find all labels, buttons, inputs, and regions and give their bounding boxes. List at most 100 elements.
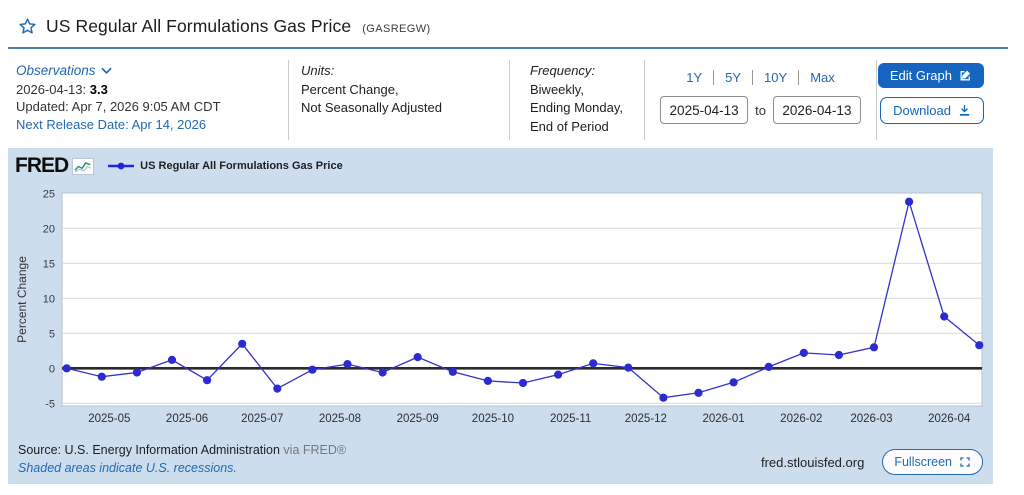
- y-axis-title: Percent Change: [15, 256, 29, 343]
- footer-right: fred.stlouisfed.org Fullscreen: [761, 449, 983, 477]
- title-row: US Regular All Formulations Gas Price (G…: [18, 16, 431, 37]
- frequency-line: Ending Monday,: [530, 100, 623, 115]
- x-tick-label: 2025-12: [625, 413, 667, 425]
- x-tick-label: 2025-06: [166, 413, 208, 425]
- data-point: [869, 343, 879, 352]
- data-point: [589, 359, 598, 368]
- observations-column: Observations 2026-04-13: 3.3 Updated: Ap…: [16, 60, 288, 140]
- source-text: Source: U.S. Energy Information Administ…: [18, 443, 280, 457]
- data-point: [940, 312, 949, 321]
- favorite-star-icon[interactable]: [18, 17, 37, 36]
- chart-header: FRED US Regular All Formulations Gas Pri…: [15, 153, 343, 179]
- start-date-input[interactable]: [660, 96, 749, 124]
- latest-observation-date: 2026-04-13:: [16, 81, 87, 97]
- range-button-max[interactable]: Max: [798, 70, 846, 85]
- end-date-input[interactable]: [772, 96, 861, 124]
- download-button[interactable]: Download: [880, 97, 984, 124]
- data-point: [308, 365, 317, 374]
- y-tick-label: 10: [43, 293, 55, 305]
- latest-observation: 2026-04-13: 3.3: [16, 81, 288, 99]
- edit-pencil-icon: [960, 70, 971, 81]
- recessions-note-link[interactable]: Shaded areas indicate U.S. recessions.: [18, 461, 237, 475]
- y-tick-label: 25: [43, 188, 55, 200]
- data-point: [448, 367, 457, 376]
- actions-column: Edit Graph Download: [876, 60, 1010, 140]
- data-point: [378, 368, 387, 377]
- data-point: [483, 376, 492, 385]
- range-button-10y[interactable]: 10Y: [752, 70, 798, 85]
- data-point: [203, 376, 212, 385]
- data-point: [659, 393, 668, 402]
- data-point: [62, 364, 71, 373]
- updated-text: Updated: Apr 7, 2026 9:05 AM CDT: [16, 99, 221, 114]
- data-point: [905, 197, 914, 206]
- x-tick-label: 2025-08: [319, 413, 361, 425]
- date-range-row: to: [660, 96, 861, 124]
- units-column: Units: Percent Change, Not Seasonally Ad…: [288, 60, 509, 140]
- y-tick-label: -5: [45, 398, 55, 410]
- download-label: Download: [893, 103, 951, 118]
- data-point: [834, 350, 844, 360]
- observations-label: Observations: [16, 63, 96, 78]
- data-point: [518, 378, 528, 388]
- page-title: US Regular All Formulations Gas Price: [46, 16, 352, 36]
- plot-area: [61, 192, 983, 407]
- data-point: [694, 388, 703, 397]
- latest-observation-value: 3.3: [89, 81, 108, 97]
- legend-label: US Regular All Formulations Gas Price: [140, 160, 343, 172]
- data-point: [764, 362, 773, 371]
- fred-logo-chart-icon: [72, 157, 95, 175]
- line-chart[interactable]: 25 20 15 10 5 0 -5 2025-05 2025-06 2025-07 2025-08…: [8, 184, 993, 436]
- x-tick-label: 2025-10: [472, 413, 514, 425]
- observations-dropdown[interactable]: Observations: [16, 62, 288, 80]
- x-tick-label: 2026-02: [780, 413, 822, 425]
- y-tick-label: 15: [43, 258, 55, 270]
- fullscreen-icon: [960, 457, 970, 467]
- legend-marker-icon: [108, 162, 135, 170]
- range-button-1y[interactable]: 1Y: [686, 70, 703, 85]
- fred-logo[interactable]: FRED: [15, 154, 69, 177]
- site-label: fred.stlouisfed.org: [760, 454, 865, 470]
- data-point: [238, 339, 247, 348]
- data-point: [167, 355, 177, 364]
- fullscreen-button[interactable]: Fullscreen: [882, 449, 983, 475]
- x-tick-label: 2026-03: [850, 413, 892, 425]
- frequency-line: Biweekly,: [530, 81, 584, 97]
- y-tick-label: 0: [49, 363, 55, 375]
- next-release-text: Next Release Date: Apr 14, 2026: [16, 116, 207, 132]
- frequency-column: Frequency: Biweekly, Ending Monday, End …: [509, 60, 644, 140]
- source-via-text: via FRED®: [283, 443, 347, 457]
- units-label: Units:: [301, 63, 335, 78]
- x-tick-label: 2026-04: [928, 413, 971, 425]
- chart-panel: FRED US Regular All Formulations Gas Pri…: [8, 148, 993, 484]
- data-point: [729, 378, 738, 387]
- title-divider: [8, 47, 1008, 49]
- units-line: Percent Change,: [301, 81, 399, 97]
- x-tick-label: 2025-05: [88, 413, 130, 425]
- data-point: [132, 368, 141, 377]
- footer-left: Source: U.S. Energy Information Administ…: [18, 441, 346, 477]
- range-column: 1Y 5Y 10Y Max to: [644, 60, 876, 140]
- chart-footer: Source: U.S. Energy Information Administ…: [18, 441, 983, 477]
- series-id: (GASREGW): [362, 22, 431, 35]
- data-point: [624, 363, 633, 372]
- data-point: [343, 360, 352, 369]
- range-button-5y[interactable]: 5Y: [713, 70, 752, 85]
- series-legend: US Regular All Formulations Gas Price: [108, 160, 343, 172]
- data-point: [273, 384, 282, 393]
- fullscreen-label: Fullscreen: [894, 455, 952, 469]
- frequency-line: End of Period: [530, 118, 609, 134]
- info-bar: Observations 2026-04-13: 3.3 Updated: Ap…: [16, 60, 1010, 140]
- x-tick-label: 2025-09: [397, 413, 439, 425]
- download-icon: [959, 105, 970, 116]
- frequency-label: Frequency:: [530, 63, 596, 78]
- x-tick-label: 2025-11: [550, 413, 591, 425]
- data-point: [97, 372, 106, 381]
- edit-graph-button[interactable]: Edit Graph: [877, 63, 984, 88]
- data-point: [413, 353, 422, 362]
- units-line: Not Seasonally Adjusted: [301, 100, 442, 115]
- chevron-down-icon: [100, 67, 112, 74]
- y-tick-label: 20: [43, 223, 55, 235]
- to-label: to: [755, 102, 766, 118]
